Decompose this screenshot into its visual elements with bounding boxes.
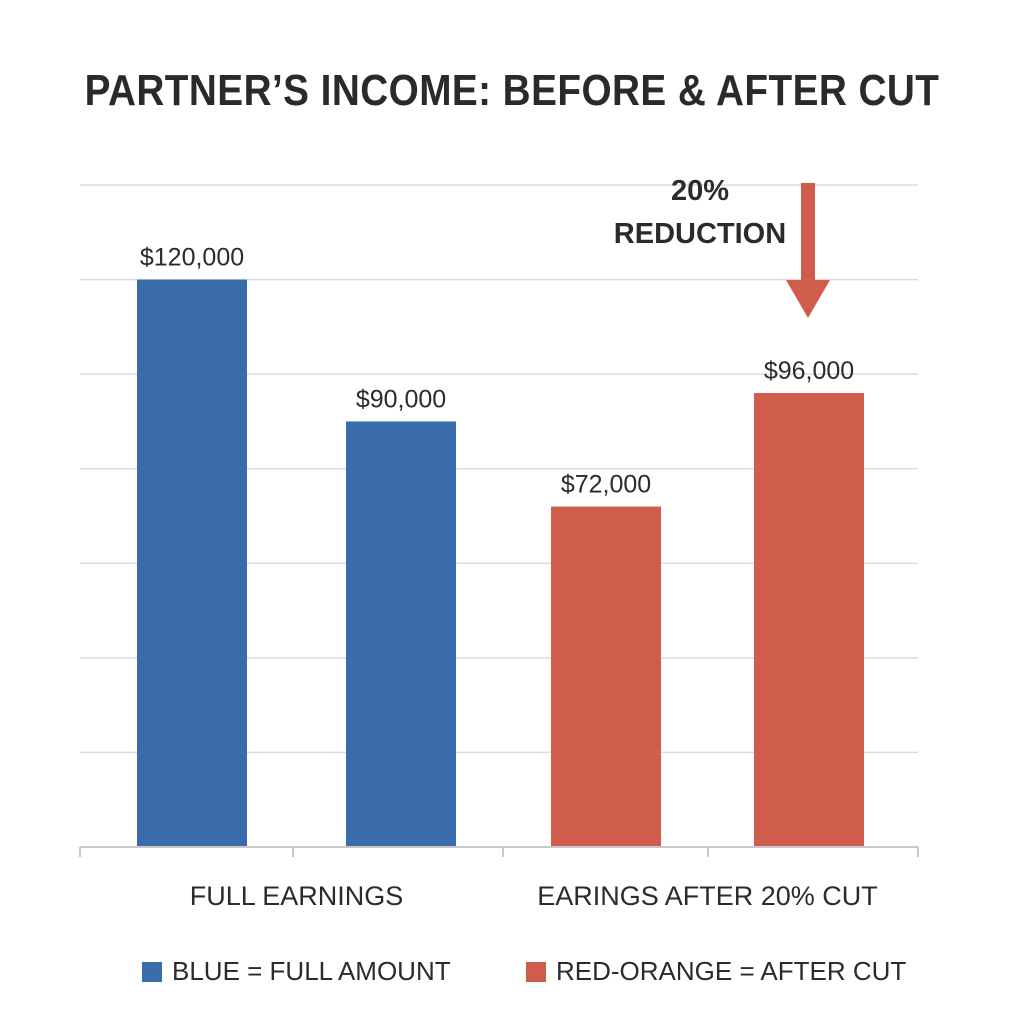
value-label-3: $96,000 [764,357,854,385]
bar-1 [346,421,456,847]
annotation-line1: 20% [671,175,729,207]
legend-text-after-cut: RED-ORANGE = AFTER CUT [556,956,907,986]
annotation-line2: REDUCTION [614,218,786,250]
value-labels: $120,000 $90,000 $72,000 $96,000 [140,244,854,499]
bar-2 [551,506,661,847]
legend-item-full-amount: BLUE = FULL AMOUNT [142,956,451,987]
legend-swatch-red-orange [526,961,546,982]
legend-swatch-blue [142,961,162,982]
value-label-0: $120,000 [140,244,244,272]
bar-chart: $120,000 $90,000 $72,000 $96,000 FULL EARNI… [79,175,919,911]
chart-title: PARTNER’S INCOME: BEFORE & AFTER CUT [84,66,940,115]
down-arrow-icon [786,183,830,318]
category-label-0: FULL EARNINGS [190,881,404,911]
legend-item-after-cut: RED-ORANGE = AFTER CUT [526,956,906,987]
bar-0 [137,279,247,848]
legend-text-full-amount: BLUE = FULL AMOUNT [172,956,451,986]
reduction-annotation: 20% REDUCTION [614,175,830,318]
value-label-2: $72,000 [561,471,651,499]
bars [137,279,864,848]
value-label-1: $90,000 [356,385,446,413]
x-axis: FULL EARNINGS EARINGS AFTER 20% CUT [79,846,919,911]
legend: BLUE = FULL AMOUNT RED-ORANGE = AFTER CU… [0,948,1024,988]
arrow-shaft [801,183,815,283]
category-label-1: EARINGS AFTER 20% CUT [537,881,878,911]
bar-3 [754,393,864,847]
arrow-head [786,280,830,318]
